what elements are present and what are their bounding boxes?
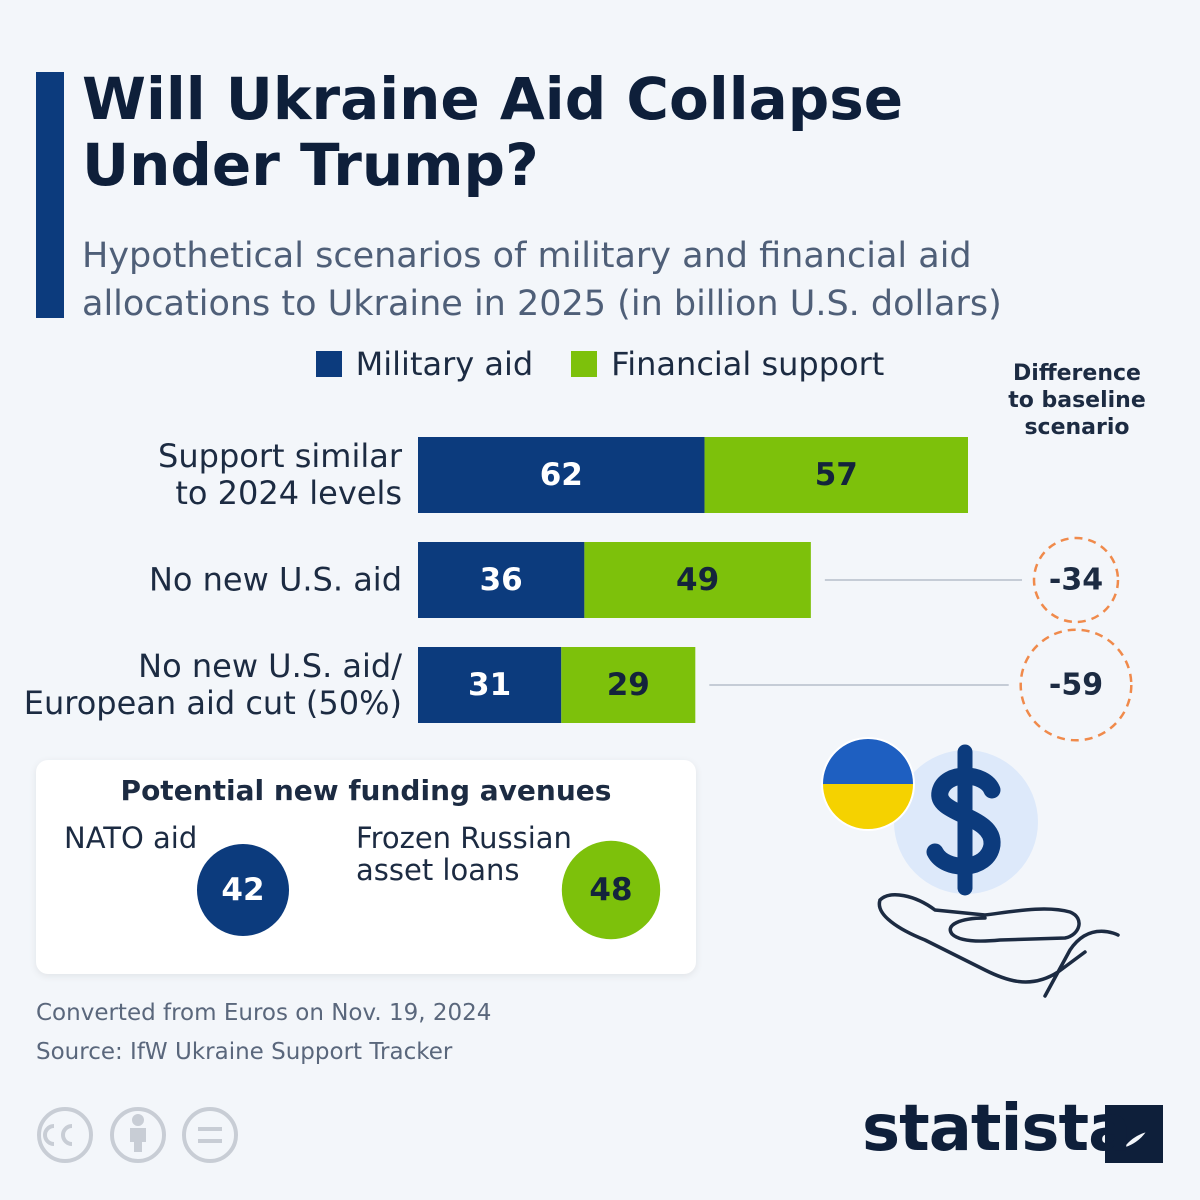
difference-circle <box>1019 628 1133 742</box>
difference-circle <box>1032 536 1120 624</box>
value-label: 29 <box>606 667 650 703</box>
value-label: 49 <box>676 562 720 598</box>
funding-label: NATO aid <box>64 821 198 855</box>
category-label: No new U.S. aid/ European aid cut (50%) <box>23 647 402 722</box>
bar-segment <box>418 542 585 618</box>
legend-swatch <box>315 351 342 377</box>
license-icons <box>37 1107 238 1163</box>
difference-label: -59 <box>1048 667 1104 703</box>
legend: Military aid Financial support <box>0 345 1200 383</box>
illustration <box>821 737 1120 998</box>
value-label: 62 <box>539 457 583 493</box>
bar-segment <box>418 437 705 513</box>
value-label: 31 <box>468 667 512 703</box>
note: Converted from Euros on Nov. 19, 2024 <box>36 1000 492 1026</box>
funding-title: Potential new funding avenues <box>120 774 612 807</box>
value-label: 57 <box>814 457 858 493</box>
legend-item: Financial support <box>571 345 884 383</box>
chart-title: Will Ukraine Aid Collapse Under Trump? <box>82 65 904 199</box>
brand-mark <box>1105 1105 1163 1163</box>
legend-item: Military aid <box>315 345 534 383</box>
bar-segment <box>584 542 811 618</box>
funding-label: Frozen Russian asset loans <box>356 821 572 887</box>
funding-circle <box>561 840 661 940</box>
funding-circle <box>196 843 290 937</box>
source: Source: IfW Ukraine Support Tracker <box>36 1039 453 1065</box>
bar-segment <box>561 647 696 723</box>
difference-label: -34 <box>1048 562 1104 598</box>
difference-header: Difference to baseline scenario <box>1008 361 1146 440</box>
title-accent <box>36 72 64 318</box>
value-label: 36 <box>479 562 523 598</box>
category-label: No new U.S. aid <box>148 560 402 599</box>
legend-label: Financial support <box>611 345 885 383</box>
category-label: Support similar to 2024 levels <box>158 437 402 512</box>
funding-value: 48 <box>589 872 633 908</box>
legend-label: Military aid <box>355 345 534 383</box>
legend-swatch <box>571 351 598 377</box>
chart-subtitle: Hypothetical scenarios of military and f… <box>82 236 1002 324</box>
bar-segment <box>704 437 968 513</box>
funding-value: 42 <box>221 872 265 908</box>
bar-segment <box>418 647 562 723</box>
brand: statista <box>862 1092 1131 1166</box>
